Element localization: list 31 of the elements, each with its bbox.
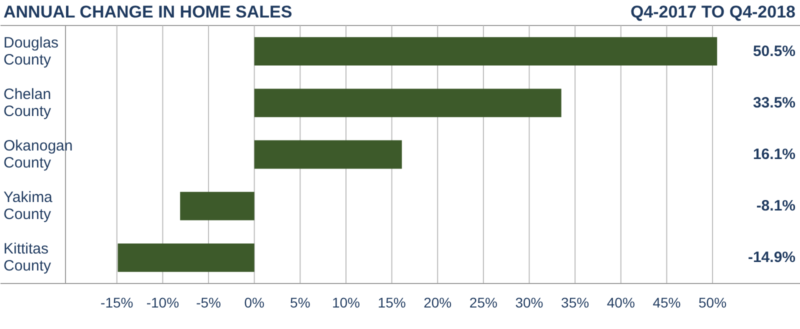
- x-tick-label: 30%: [515, 294, 544, 310]
- x-tick-label: 40%: [606, 294, 635, 310]
- y-tick-label: Chelan County: [4, 86, 52, 120]
- bar: [180, 192, 254, 220]
- x-tick-label: 15%: [378, 294, 406, 310]
- bar: [254, 37, 718, 66]
- data-label: 50.5%: [752, 42, 796, 60]
- x-tick-label: 45%: [652, 294, 681, 310]
- bar: [254, 140, 402, 169]
- x-tick-label: 25%: [469, 294, 498, 310]
- x-tick-label: 0%: [244, 294, 264, 310]
- data-label: 16.1%: [752, 146, 796, 163]
- bar: [118, 244, 254, 272]
- x-tick-label: 5%: [290, 294, 310, 310]
- x-tick-label: 35%: [561, 294, 590, 310]
- chart-subtitle: Q4-2017 TO Q4-2018: [630, 2, 796, 22]
- x-tick-label: -5%: [196, 294, 221, 310]
- chart-title: ANNUAL CHANGE IN HOME SALES: [4, 2, 292, 22]
- y-tick-label: Douglas County: [4, 34, 59, 68]
- x-tick-label: 10%: [332, 294, 360, 310]
- data-label: 33.5%: [752, 94, 796, 112]
- y-tick-label: Okanogan County: [4, 138, 73, 172]
- x-tick-label: 20%: [424, 294, 452, 310]
- y-tick-label: Yakima County: [4, 189, 54, 224]
- data-label: -8.1%: [756, 198, 796, 215]
- y-tick-label: Kittitas County: [4, 240, 52, 275]
- data-label: -14.9%: [748, 249, 796, 266]
- x-tick-label: -10%: [146, 294, 180, 310]
- x-tick-label: -15%: [100, 294, 134, 310]
- bar: [254, 88, 562, 118]
- x-tick-label: 50%: [698, 294, 727, 310]
